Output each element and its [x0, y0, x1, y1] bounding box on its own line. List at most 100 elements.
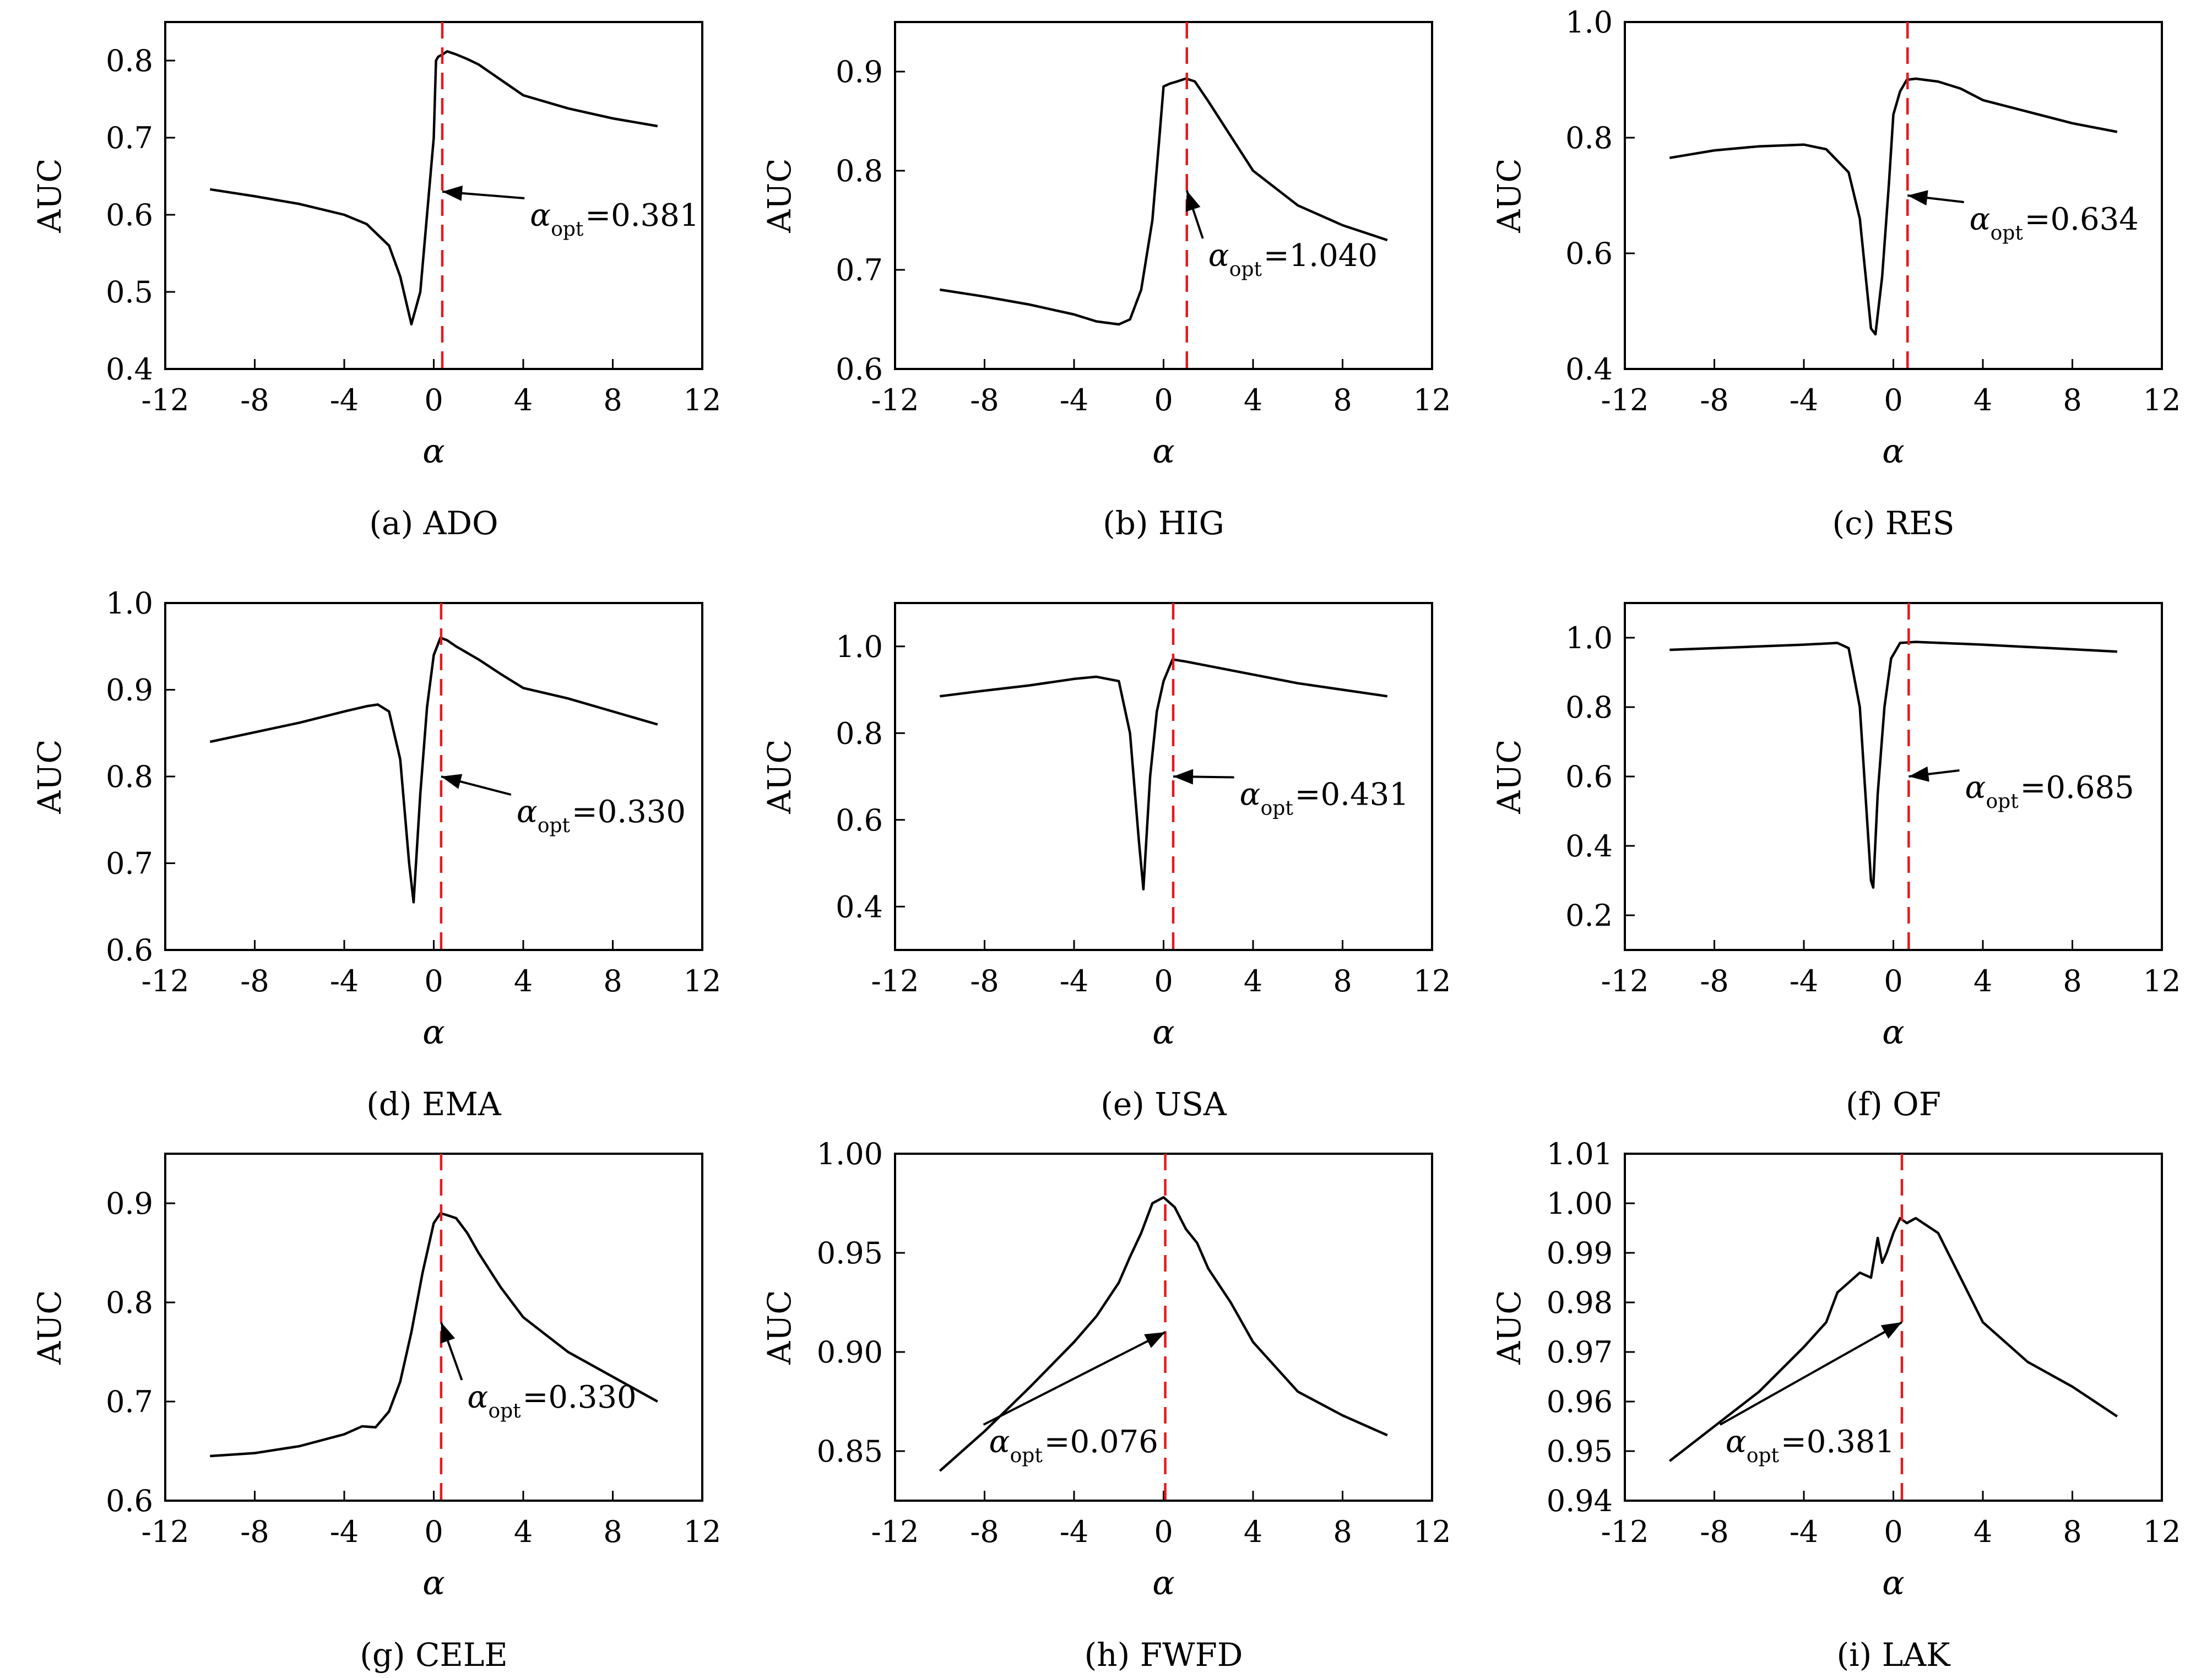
y-tick-label: 0.4: [1565, 352, 1613, 387]
x-tick-label: -4: [1790, 1514, 1819, 1549]
x-tick-label: -12: [142, 964, 189, 998]
annotation-alpha-symbol: α: [1240, 777, 1261, 813]
y-tick-label: 0.85: [817, 1434, 883, 1469]
panel-caption: (i) LAK: [1837, 1636, 1951, 1674]
annotation-subscript: opt: [488, 1400, 521, 1422]
y-tick-label: 1.0: [106, 586, 153, 621]
y-tick-label: 1.0: [836, 629, 883, 664]
x-axis-label: α: [1882, 1564, 1905, 1603]
y-tick-label: 0.9: [106, 1186, 153, 1221]
annotation-value: =0.330: [572, 794, 686, 830]
panel-caption: (b) HIG: [1103, 504, 1224, 542]
x-tick-label: -8: [240, 964, 269, 998]
y-tick-label: 0.4: [836, 889, 883, 924]
annotation-subscript: opt: [1747, 1445, 1780, 1467]
x-tick-label: -8: [240, 1514, 269, 1549]
annotation-label: α opt =0.330: [517, 794, 686, 837]
y-axis-label: AUC: [1490, 739, 1528, 814]
x-tick-label: -4: [330, 383, 359, 417]
y-tick-label: 0.8: [1565, 690, 1613, 725]
annotation-alpha-symbol: α: [517, 794, 538, 830]
x-tick-label: -8: [970, 1514, 999, 1549]
annotation-value: =0.431: [1295, 777, 1409, 813]
x-axis-label: α: [422, 432, 445, 471]
x-tick-label: -8: [1700, 1514, 1729, 1549]
plot-frame: [1624, 21, 2163, 370]
x-tick-label: -4: [1790, 964, 1819, 998]
x-tick-label: -8: [240, 383, 269, 417]
annotation-label: α opt =0.381: [1726, 1424, 1895, 1467]
x-tick-label: 8: [1333, 1514, 1352, 1549]
x-tick-label: -8: [970, 964, 999, 998]
annotation-subscript: opt: [1010, 1445, 1043, 1467]
y-tick-label: 0.9: [106, 673, 153, 708]
annotation-label: α opt =1.040: [1208, 238, 1378, 281]
annotation-subscript: opt: [1986, 790, 2019, 813]
auc-curve: [939, 77, 1388, 326]
x-tick-label: 4: [1244, 383, 1262, 417]
y-tick-label: 1.0: [1565, 5, 1613, 40]
x-tick-label: 12: [1413, 964, 1451, 998]
panel-caption: (d) EMA: [366, 1085, 502, 1123]
y-tick-label: 0.94: [1547, 1484, 1613, 1518]
x-tick-label: 4: [1244, 1514, 1262, 1549]
annotation-label: α opt =0.330: [467, 1380, 636, 1422]
x-tick-label: -12: [1601, 1514, 1649, 1549]
y-tick-label: 0.99: [1547, 1236, 1613, 1270]
x-tick-label: 8: [603, 1514, 622, 1549]
y-tick-label: 1.01: [1547, 1137, 1613, 1171]
y-tick-label: 0.6: [836, 803, 883, 838]
x-tick-label: 0: [1884, 964, 1902, 998]
annotation-arrowhead: [1144, 1332, 1165, 1348]
y-tick-label: 0.95: [1547, 1434, 1613, 1469]
x-tick-label: 12: [684, 964, 722, 998]
annotation-alpha-symbol: α: [530, 198, 551, 233]
x-tick-label: -12: [142, 1514, 189, 1549]
y-tick-label: 0.6: [106, 933, 153, 968]
annotation-arrowhead: [1880, 1322, 1902, 1339]
y-tick-label: 0.90: [817, 1335, 883, 1370]
annotation-value: =0.685: [2020, 770, 2134, 806]
y-tick-label: 0.8: [836, 154, 883, 188]
x-tick-label: 8: [2063, 964, 2081, 998]
auc-curve: [939, 1196, 1388, 1472]
annotation-alpha-symbol: α: [989, 1424, 1010, 1460]
plot-frame: [164, 1153, 703, 1502]
x-tick-label: 4: [514, 964, 533, 998]
annotation-alpha-symbol: α: [467, 1380, 488, 1415]
x-tick-label: -8: [1700, 383, 1729, 417]
panel-caption: (a) ADO: [369, 504, 498, 542]
x-axis-label: α: [422, 1013, 445, 1052]
x-tick-label: 4: [514, 383, 533, 417]
x-tick-label: -4: [330, 964, 359, 998]
annotation-arrow: [1719, 1321, 1902, 1426]
x-tick-label: 4: [514, 1514, 533, 1549]
y-tick-label: 0.98: [1547, 1285, 1613, 1320]
x-tick-label: -4: [1060, 964, 1089, 998]
x-tick-label: 0: [1154, 383, 1173, 417]
x-axis-label: α: [1882, 432, 1905, 471]
panel-caption: (c) RES: [1833, 504, 1955, 542]
annotation-value: =0.076: [1044, 1424, 1158, 1460]
x-tick-label: -4: [1060, 383, 1089, 417]
x-tick-label: -8: [1700, 964, 1729, 998]
y-axis-label: AUC: [761, 158, 798, 233]
x-tick-label: -12: [871, 383, 919, 417]
x-tick-label: 4: [1974, 1514, 1992, 1549]
y-tick-label: 0.8: [836, 716, 883, 751]
x-tick-label: 0: [424, 1514, 443, 1549]
x-tick-label: 12: [1413, 1514, 1451, 1549]
x-tick-label: -4: [330, 1514, 359, 1549]
x-tick-label: 8: [1333, 383, 1352, 417]
y-axis-label: AUC: [31, 1290, 68, 1365]
x-tick-label: 12: [2143, 383, 2181, 417]
auc-curve: [209, 50, 658, 326]
x-tick-label: 12: [684, 383, 722, 417]
chart-panel-8: -12 -8 -4 0 4 8 12 0.85 0.90 0.95 1.00 α AUC (h) FWFD…: [761, 1137, 1451, 1674]
